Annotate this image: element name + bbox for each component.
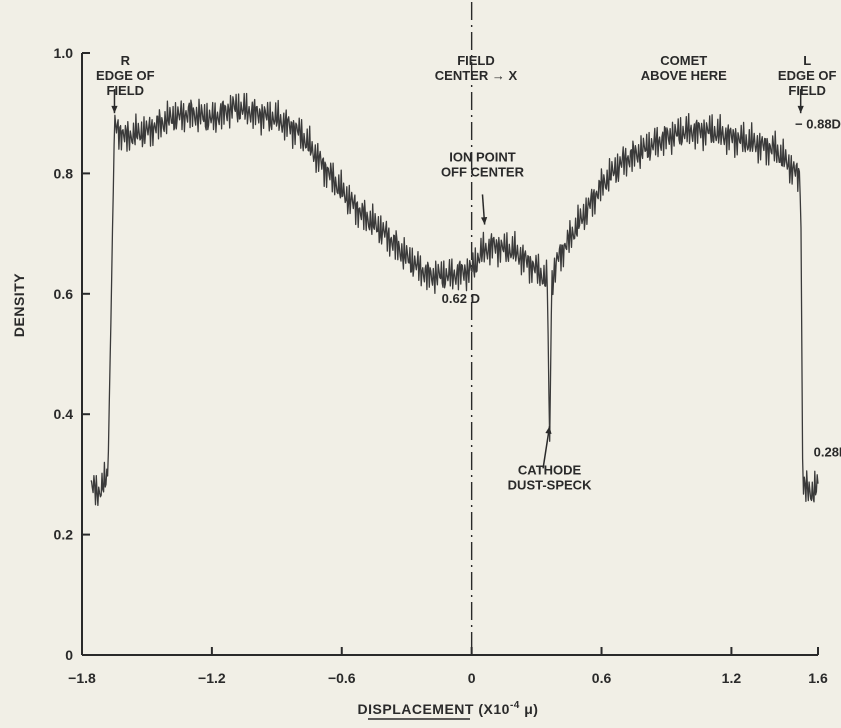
- x-tick-label: 0: [468, 670, 476, 686]
- y-tick-label: 0: [65, 647, 73, 663]
- y-tick-label: 0.8: [54, 165, 74, 181]
- annotation: COMET ABOVE HERE: [641, 53, 727, 83]
- annotation-line: R: [121, 53, 131, 68]
- annotation-line: ION POINT: [449, 149, 516, 164]
- annotation-line: − 0.88D: [795, 116, 841, 131]
- dust-speck-arrow-head: [545, 426, 552, 434]
- x-tick-label: 1.2: [722, 670, 742, 686]
- annotation: 0.28D: [814, 444, 841, 459]
- annotation-line: OFF CENTER: [441, 164, 525, 179]
- annotation: R EDGE OF FIELD: [96, 53, 155, 98]
- annotation-line: FIELD: [457, 53, 495, 68]
- y-tick-label: 0.2: [54, 527, 74, 543]
- y-tick-label: 1.0: [54, 45, 74, 61]
- density-trace: [90, 92, 819, 507]
- ion-point-arrow-head: [480, 216, 488, 225]
- annotation: CATHODE DUST-SPECK: [508, 462, 592, 492]
- x-tick-label: −0.6: [328, 670, 356, 686]
- annotation: L EDGE OF FIELD: [778, 53, 837, 98]
- annotation-line: FIELD: [788, 83, 826, 98]
- r-edge-arrow-head: [111, 105, 118, 114]
- axes: 0 0.2 0.4 0.6 0.8 1.0 −1.8 −1.2 −0.6 0 0.6 1.2 1.6: [54, 2, 828, 686]
- annotation-line: EDGE OF: [778, 68, 837, 83]
- y-axis-label: DENSITY: [11, 273, 27, 337]
- x-axis-label-main: DISPLACEMENT (X10: [358, 701, 510, 717]
- annotation-line: CATHODE: [518, 462, 582, 477]
- annotation: 0.62 D: [442, 291, 480, 306]
- x-axis-label-exponent: -4: [510, 700, 520, 711]
- annotation-line: 0.62 D: [442, 291, 480, 306]
- annotation-line: L: [803, 53, 811, 68]
- annotation: − 0.88D: [795, 116, 841, 131]
- y-tick-label: 0.6: [54, 286, 74, 302]
- annotation-line: DUST-SPECK: [508, 477, 592, 492]
- x-axis-label-unit: μ): [520, 701, 539, 717]
- x-tick-label: 1.6: [808, 670, 828, 686]
- x-tick-label: −1.8: [68, 670, 96, 686]
- x-axis-label: DISPLACEMENT (X10-4 μ): [358, 700, 539, 717]
- annotation-line: CENTER → X: [435, 68, 518, 83]
- x-tick-label: −1.2: [198, 670, 226, 686]
- l-edge-arrow-head: [797, 105, 804, 114]
- annotation-line: FIELD: [107, 83, 145, 98]
- annotation: ION POINT OFF CENTER: [441, 149, 525, 179]
- annotation: FIELD CENTER → X: [435, 53, 518, 83]
- annotation-line: ABOVE HERE: [641, 68, 727, 83]
- series-layer: [90, 92, 819, 507]
- annotation-line: COMET: [660, 53, 707, 68]
- y-tick-label: 0.4: [54, 406, 74, 422]
- x-tick-label: 0.6: [592, 670, 612, 686]
- annotation-line: EDGE OF: [96, 68, 155, 83]
- annotation-line: 0.28D: [814, 444, 841, 459]
